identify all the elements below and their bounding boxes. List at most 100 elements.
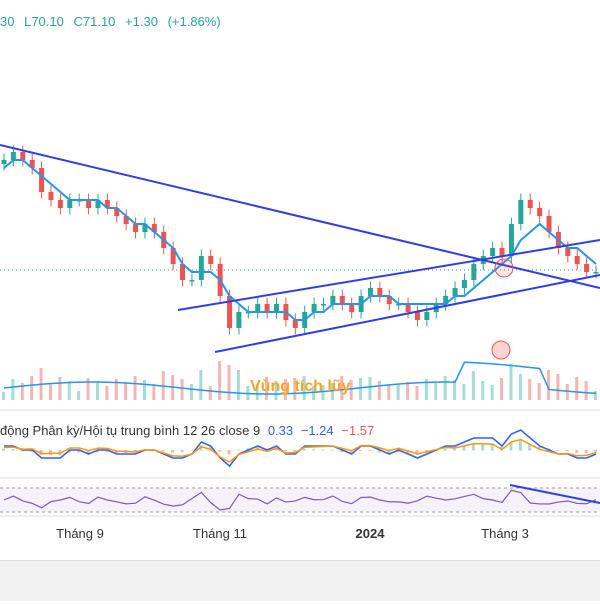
candle-body — [10, 152, 16, 160]
descending-trendline — [0, 144, 600, 289]
volume-bar — [359, 378, 363, 400]
macd-histogram-bar — [161, 450, 165, 452]
macd-histogram-bar — [11, 448, 15, 451]
macd-histogram-bar — [528, 443, 532, 451]
volume-bar — [30, 376, 34, 400]
volume-bar — [471, 371, 475, 400]
macd-histogram-bar — [105, 450, 109, 453]
volume-bar — [594, 391, 597, 400]
volume-bar — [481, 381, 485, 400]
candle-body — [198, 256, 204, 280]
candle-body — [593, 272, 599, 274]
volume-bar — [584, 381, 588, 400]
candle-body — [29, 160, 35, 168]
macd-histogram-bar — [387, 450, 391, 454]
volume-bar — [349, 380, 353, 400]
macd-signal-line — [3, 438, 597, 463]
macd-legend[interactable]: động Phân kỳ/Hội tụ trung bình 12 26 clo… — [0, 423, 374, 438]
x-tick-label: Tháng 11 — [193, 526, 247, 541]
volume-bar — [274, 381, 278, 400]
macd-histogram-bar — [556, 450, 560, 451]
volume-bar — [293, 378, 297, 400]
volume-bar — [406, 382, 410, 400]
volume-bar — [255, 384, 259, 400]
candle-body — [349, 304, 355, 312]
macd-value: 0.33 — [267, 423, 294, 438]
candle-body — [377, 288, 383, 296]
volume-bar — [208, 386, 212, 400]
bottom-toolbar — [0, 560, 600, 601]
volume-bar — [434, 383, 438, 400]
volume-bar — [189, 384, 193, 400]
rsi-divergence-trendline — [509, 484, 600, 504]
volume-bar — [77, 391, 81, 400]
candle-body — [86, 200, 92, 208]
candle-body — [114, 208, 120, 216]
volume-bar — [283, 379, 287, 400]
volume-bar — [95, 382, 99, 400]
volume-bar — [124, 383, 128, 400]
candle-body — [565, 248, 571, 256]
macd-histogram-bar — [227, 450, 231, 455]
volume-bar — [377, 381, 381, 400]
candle-body — [67, 200, 73, 208]
candle-body — [123, 216, 129, 224]
volume-bar — [500, 378, 504, 400]
volume-bar — [20, 383, 24, 400]
candle-body — [452, 288, 458, 296]
volume-bar — [415, 386, 419, 400]
volume-bar — [547, 370, 551, 400]
volume-bar — [227, 365, 231, 400]
candle-body — [584, 264, 590, 272]
macd-histogram-bar — [283, 450, 287, 452]
macd-histogram-bar — [39, 450, 43, 455]
ohlc-open: 30 — [0, 14, 15, 29]
macd-histogram-bar — [30, 450, 34, 452]
x-axis: Tháng 9 Tháng 11 2024 Tháng 3 — [0, 516, 600, 556]
macd-histogram-bar — [396, 450, 400, 453]
macd-histogram-bar — [453, 448, 457, 451]
candle-body — [142, 224, 148, 232]
volume-bar — [490, 385, 494, 400]
macd-histogram-bar — [359, 450, 363, 451]
volume-bar — [11, 379, 15, 400]
candle-body — [471, 264, 477, 280]
macd-signal-value: −1.24 — [300, 423, 334, 438]
candle-body — [414, 312, 420, 320]
volume-bar — [105, 386, 109, 400]
macd-histogram-bar — [462, 446, 466, 451]
candle-body — [57, 200, 63, 208]
volume-bar — [575, 377, 579, 400]
ohlc-readout: 30 L70.10 C71.10 +1.30 (+1.86%) — [0, 14, 227, 29]
x-tick-label: 2024 — [355, 526, 385, 541]
candle-body — [367, 288, 373, 296]
macd-histogram-bar — [189, 449, 193, 451]
candle-body — [339, 296, 345, 304]
candle-body — [104, 200, 110, 208]
macd-histogram-bar — [86, 450, 90, 454]
macd-histogram-bar — [77, 450, 81, 453]
candle-body — [490, 248, 496, 256]
volume-bar — [518, 374, 522, 400]
channel-upper-line — [177, 239, 600, 311]
macd-histogram-bar — [594, 450, 597, 453]
rsi-line — [3, 489, 597, 511]
volume-bar — [302, 376, 306, 400]
candle-body — [443, 296, 449, 304]
candle-body — [320, 304, 326, 306]
candle-body — [424, 312, 430, 320]
volume-bar — [556, 374, 560, 400]
x-tick-label: Tháng 9 — [56, 526, 104, 541]
macd-histogram-bar — [321, 449, 325, 451]
volume-bar — [509, 364, 513, 400]
ohlc-change: +1.30 — [125, 14, 158, 29]
macd-histogram-bar — [180, 450, 184, 453]
candle-body — [518, 200, 524, 224]
candle-body — [180, 264, 186, 280]
volume-bar — [67, 381, 71, 400]
candle-body — [255, 304, 261, 312]
candle-body — [527, 200, 533, 208]
volume-bar — [142, 380, 146, 400]
